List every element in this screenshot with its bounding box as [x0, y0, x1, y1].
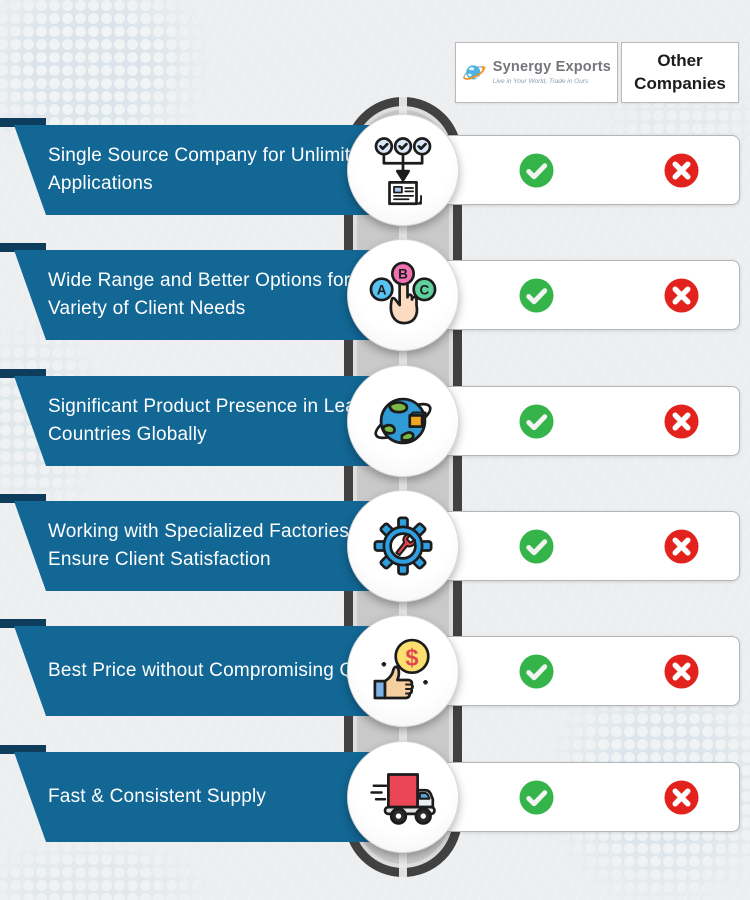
brand-header-box: Synergy Exports Live in Your World, Trad…: [455, 42, 618, 103]
check-icon: [519, 153, 554, 188]
result-box: [430, 260, 740, 330]
halftone-dots-texture: [545, 660, 750, 900]
cross-icon: [664, 529, 699, 564]
halftone-dots-texture: [0, 840, 210, 900]
check-icon: [519, 529, 554, 564]
brand-tagline: Live in Your World, Trade in Ours: [492, 77, 589, 85]
cross-icon: [664, 278, 699, 313]
check-icon: [519, 278, 554, 313]
banner-fold: [0, 243, 46, 252]
halftone-dots-texture: [0, 0, 210, 170]
competitor-header-box: Other Companies: [621, 42, 739, 103]
banner-fold: [0, 745, 46, 754]
feature-label: Fast & Consistent Supply: [48, 785, 267, 807]
result-box: [430, 386, 740, 456]
cross-icon: [664, 404, 699, 439]
competitor-label: Other Companies: [634, 51, 726, 93]
brand-name: Synergy Exports: [492, 58, 611, 75]
banner-fold: [0, 619, 46, 628]
halftone-dots-texture: [0, 320, 110, 520]
globe-swoosh-logo-icon: [462, 64, 487, 80]
timeline-spine-centerline: [399, 97, 407, 877]
check-icon: [519, 404, 554, 439]
result-box: [430, 511, 740, 581]
